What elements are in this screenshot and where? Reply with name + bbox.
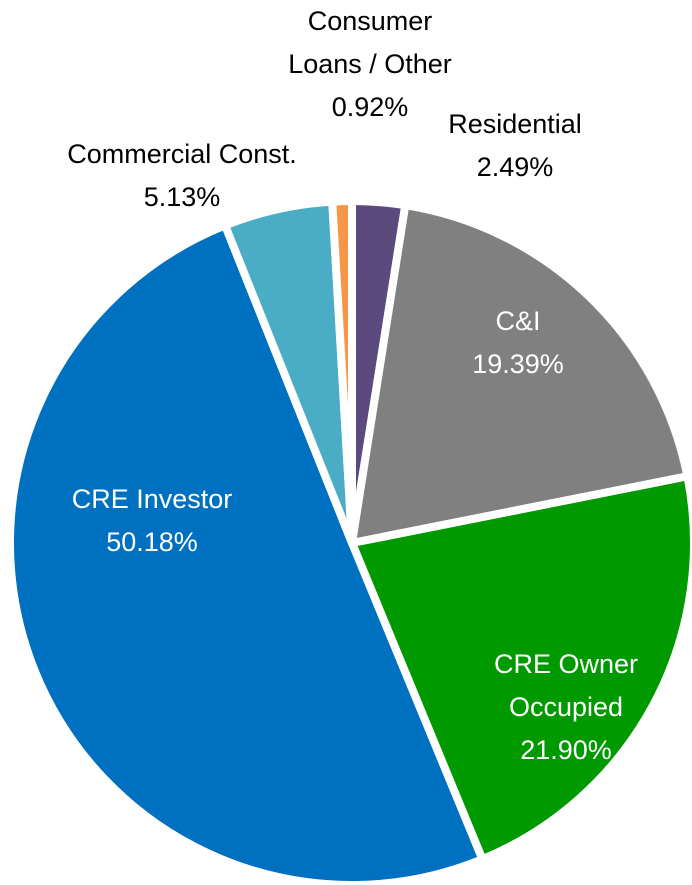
value-label: 50.18% bbox=[106, 527, 198, 557]
value-label: 0.92% bbox=[331, 92, 409, 122]
slice-label: C&I 19.39% bbox=[418, 300, 618, 386]
pie-slice bbox=[328, 197, 356, 547]
slice-label: CRE Owner Occupied 21.90% bbox=[486, 643, 646, 772]
pie-slice bbox=[348, 472, 692, 864]
value-label: 2.49% bbox=[476, 152, 554, 182]
slice-label: Commercial Const. 5.13% bbox=[32, 133, 332, 219]
value-label: 21.90% bbox=[520, 735, 612, 765]
pie-slice bbox=[348, 201, 692, 547]
slice-label: Residential 2.49% bbox=[415, 103, 615, 189]
category-name: Consumer Loans / Other bbox=[288, 6, 452, 79]
slice-label: CRE Investor 50.18% bbox=[42, 478, 262, 564]
category-name: CRE Investor bbox=[71, 484, 233, 514]
category-name: Commercial Const. bbox=[67, 139, 297, 169]
category-name: CRE Owner Occupied bbox=[493, 649, 639, 722]
category-name: C&I bbox=[495, 306, 541, 336]
value-label: 19.39% bbox=[472, 349, 564, 379]
value-label: 5.13% bbox=[143, 182, 221, 212]
pie-slice bbox=[6, 221, 487, 885]
category-name: Residential bbox=[448, 109, 582, 139]
slice-label: Consumer Loans / Other 0.92% bbox=[275, 0, 465, 129]
